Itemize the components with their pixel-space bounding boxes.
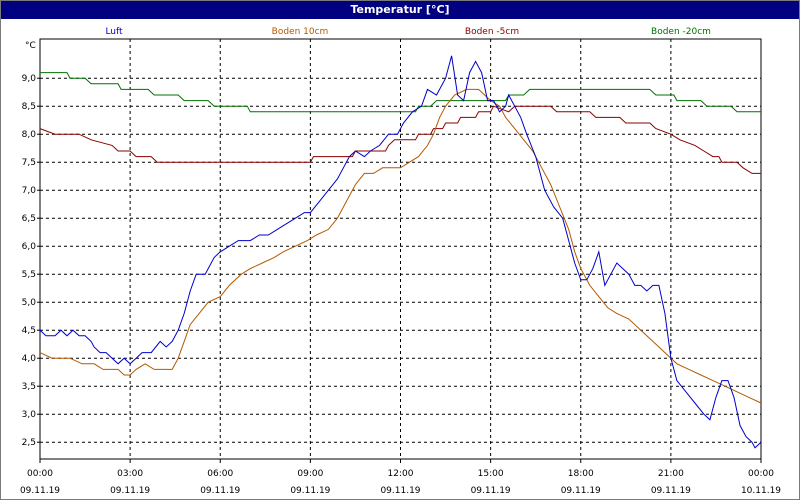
legend: Luft Boden 10cm Boden -5cm Boden -20cm — [105, 27, 711, 37]
x-tick-date: 09.11.19 — [290, 486, 330, 496]
x-tick-date: 09.11.19 — [471, 486, 511, 496]
legend-item: Boden -5cm — [465, 27, 519, 37]
x-tick-time: 00:00 — [748, 469, 774, 479]
y-tick-label: 8,5 — [22, 102, 36, 112]
series-line-boden-5cm — [39, 105, 761, 174]
legend-item: Boden 10cm — [272, 27, 329, 37]
x-tick-date: 09.11.19 — [651, 486, 691, 496]
x-tick-date: 09.11.19 — [20, 486, 60, 496]
series-line-luft — [39, 55, 762, 449]
legend-item: Luft — [105, 27, 123, 37]
x-tick-time: 12:00 — [388, 469, 414, 479]
y-axis-ticks: 2,5 3,0 3,5 4,0 4,5 5,0 5,5 6,0 6,5 7,0 7,5 8,0 8,5 9… — [22, 74, 40, 448]
y-tick-label: 9,0 — [22, 74, 37, 84]
x-tick-date: 09.11.19 — [200, 486, 240, 496]
legend-item: Boden -20cm — [651, 27, 711, 37]
y-axis-label: °C — [25, 41, 36, 51]
x-tick-date: 09.11.19 — [561, 486, 601, 496]
series-lines — [39, 55, 762, 449]
grid — [40, 39, 761, 459]
y-tick-label: 4,5 — [22, 326, 36, 336]
y-tick-label: 7,5 — [22, 158, 36, 168]
y-tick-label: 3,0 — [22, 410, 37, 420]
y-tick-label: 8,0 — [22, 130, 37, 140]
x-tick-time: 06:00 — [207, 469, 233, 479]
x-tick-date: 09.11.19 — [110, 486, 150, 496]
x-tick-time: 15:00 — [478, 469, 504, 479]
x-tick-time: 21:00 — [658, 469, 684, 479]
x-axis-ticks: 00:00 09.11.19 03:00 09.11.19 06:00 09.11.19 0… — [20, 459, 781, 496]
y-tick-label: 3,5 — [22, 382, 36, 392]
window-title: Temperatur [°C] — [1, 1, 799, 19]
x-tick-date: 10.11.19 — [741, 486, 781, 496]
x-tick-time: 18:00 — [568, 469, 594, 479]
y-tick-label: 5,5 — [22, 270, 36, 280]
y-tick-label: 6,5 — [22, 214, 36, 224]
y-tick-label: 4,0 — [22, 354, 37, 364]
y-tick-label: 5,0 — [22, 298, 37, 308]
y-tick-label: 7,0 — [22, 186, 37, 196]
x-tick-time: 09:00 — [297, 469, 323, 479]
series-line-boden-10cm — [39, 88, 762, 404]
series-line-boden-20cm — [40, 72, 761, 113]
x-tick-date: 09.11.19 — [380, 486, 420, 496]
x-tick-time: 03:00 — [117, 469, 143, 479]
y-tick-label: 2,5 — [22, 438, 36, 448]
y-tick-label: 6,0 — [22, 242, 37, 252]
x-tick-time: 00:00 — [27, 469, 53, 479]
